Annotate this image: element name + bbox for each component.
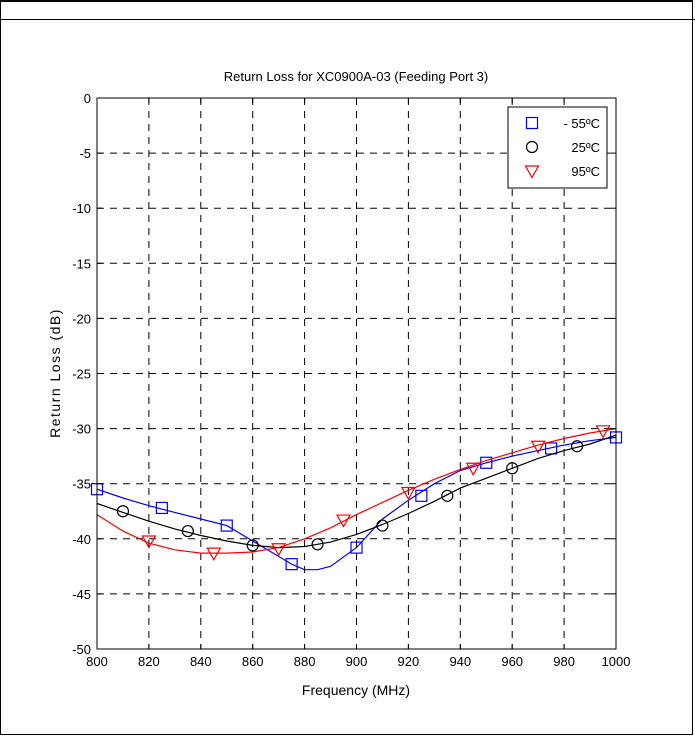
- y-tick-label: -20: [72, 311, 91, 326]
- y-tick-label: -40: [72, 532, 91, 547]
- legend: - 55ºC 25ºC 95ºC: [507, 106, 608, 189]
- y-tick-label: -5: [79, 146, 91, 161]
- data-point-marker: [311, 538, 324, 551]
- data-point-marker: [335, 514, 352, 528]
- series-line: [96, 428, 617, 554]
- legend-item: - 55ºC: [525, 116, 600, 131]
- data-point-marker: [285, 558, 298, 571]
- legend-item: 95ºC: [524, 164, 600, 179]
- data-point-marker: [206, 547, 222, 561]
- data-point-marker: [350, 541, 363, 554]
- data-point-marker: [595, 425, 611, 439]
- series-line: [96, 434, 617, 549]
- y-tick-label: -35: [72, 477, 91, 492]
- x-tick-label: 920: [398, 654, 420, 669]
- y-axis-label: Return Loss (dB): [47, 308, 63, 438]
- legend-label: 25ºC: [571, 140, 600, 155]
- x-tick-label: 960: [501, 654, 523, 669]
- data-point-marker: [376, 519, 389, 532]
- series-layer: [90, 425, 623, 571]
- x-axis-label: Frequency (MHz): [302, 682, 410, 698]
- legend-marker: [524, 165, 540, 179]
- chart-title: Return Loss for XC0900A-03 (Feeding Port…: [224, 69, 488, 84]
- data-point-marker: [141, 535, 157, 549]
- legend-marker: [525, 116, 539, 130]
- x-tick-label: 860: [242, 654, 264, 669]
- axis-ticks: 800 820 840 860 880 900 920 940 960 980 1000 0 -5 -10…: [72, 91, 630, 669]
- data-point-marker: [116, 505, 130, 518]
- data-point-marker: [570, 440, 584, 453]
- series-line: [96, 436, 617, 571]
- legend-item: 25ºC: [525, 140, 600, 155]
- data-point-marker: [181, 524, 194, 538]
- data-point-marker: [506, 462, 519, 475]
- y-tick-label: -15: [72, 256, 91, 271]
- data-point-marker: [220, 519, 233, 532]
- y-tick-label: -10: [72, 201, 91, 216]
- grid-lines: [97, 98, 616, 649]
- legend-label: - 55ºC: [563, 116, 600, 131]
- x-tick-label: 800: [86, 654, 108, 669]
- x-tick-label: 900: [346, 654, 368, 669]
- y-tick-label: -30: [72, 422, 91, 437]
- x-tick-label: 1000: [602, 654, 631, 669]
- data-point-marker: [465, 462, 481, 476]
- y-tick-label: 0: [84, 91, 91, 106]
- y-tick-label: -25: [72, 367, 91, 382]
- data-point-marker: [400, 486, 416, 501]
- data-point-marker: [530, 440, 546, 454]
- legend-marker: [525, 140, 539, 154]
- data-point-marker: [155, 501, 168, 515]
- data-point-marker: [415, 489, 428, 502]
- x-tick-label: 840: [190, 654, 212, 669]
- x-tick-label: 820: [138, 654, 160, 669]
- x-tick-label: 880: [294, 654, 316, 669]
- x-tick-label: 940: [449, 654, 471, 669]
- data-point-marker: [246, 539, 259, 552]
- data-point-marker: [271, 543, 287, 557]
- series-3: [96, 425, 617, 561]
- legend-label: 95ºC: [571, 164, 600, 179]
- series-2: [96, 434, 617, 552]
- data-point-marker: [441, 489, 454, 502]
- y-tick-label: -50: [72, 642, 91, 657]
- x-tick-label: 980: [553, 654, 575, 669]
- legend-box: [507, 106, 608, 189]
- y-tick-label: -45: [72, 587, 91, 602]
- figure-header-bar: [0, 0, 695, 20]
